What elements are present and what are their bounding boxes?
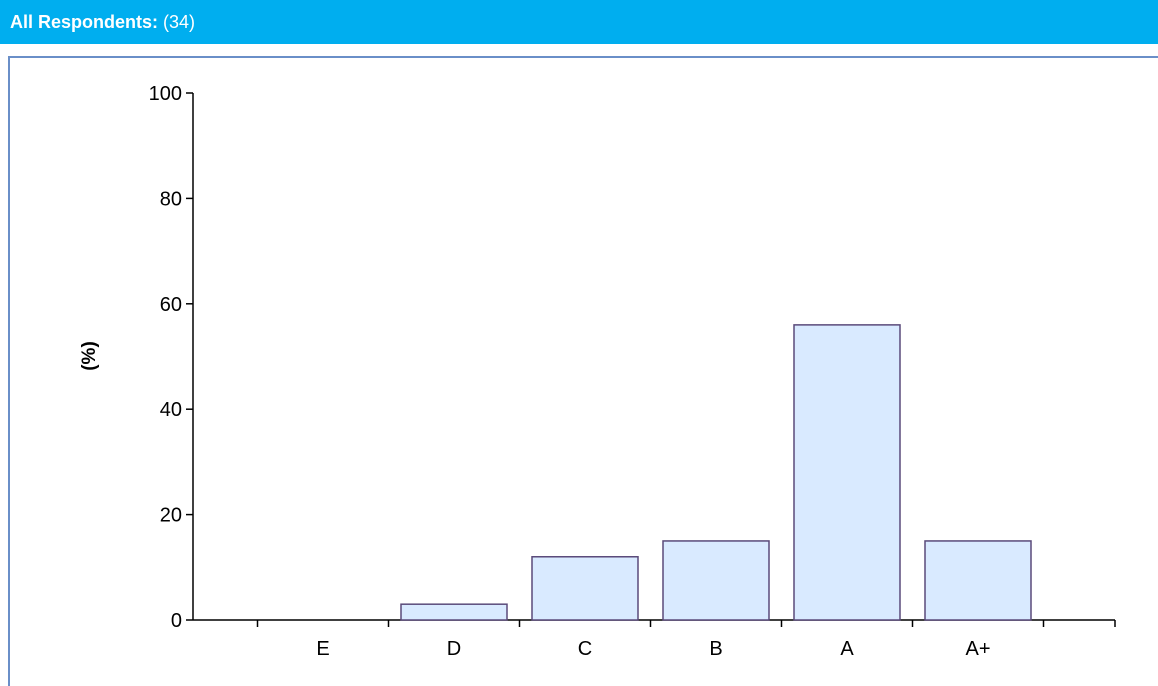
bar-a-plus — [924, 540, 1032, 621]
bar-a — [793, 324, 901, 621]
y-tick-label: 0 — [171, 610, 182, 632]
x-tick-label: C — [578, 638, 592, 660]
y-tick-label: 40 — [160, 399, 182, 421]
x-tick-label: E — [316, 638, 329, 660]
x-axis: E D C B A A+ — [193, 619, 1116, 660]
y-tick-label: 20 — [160, 505, 182, 527]
respondents-label: All Respondents: — [10, 12, 159, 32]
y-tick-label: 100 — [149, 83, 182, 105]
y-tick-label: 60 — [160, 294, 182, 316]
bars — [400, 324, 1032, 621]
y-tick-label: 80 — [160, 188, 182, 210]
x-tick-label: A+ — [965, 638, 990, 660]
x-tick-label: B — [709, 638, 722, 660]
respondents-header: All Respondents: (34) — [0, 0, 1158, 44]
bar-c — [531, 556, 639, 621]
x-tick-label: D — [447, 638, 461, 660]
bar-b — [662, 540, 770, 621]
respondents-count: (34) — [163, 12, 196, 32]
bar-d — [400, 603, 508, 621]
y-axis-label: (%) — [79, 341, 100, 371]
y-axis: 0 20 40 60 80 100 — [149, 83, 194, 632]
chart-frame — [8, 56, 1158, 686]
x-tick-label: A — [840, 638, 854, 660]
